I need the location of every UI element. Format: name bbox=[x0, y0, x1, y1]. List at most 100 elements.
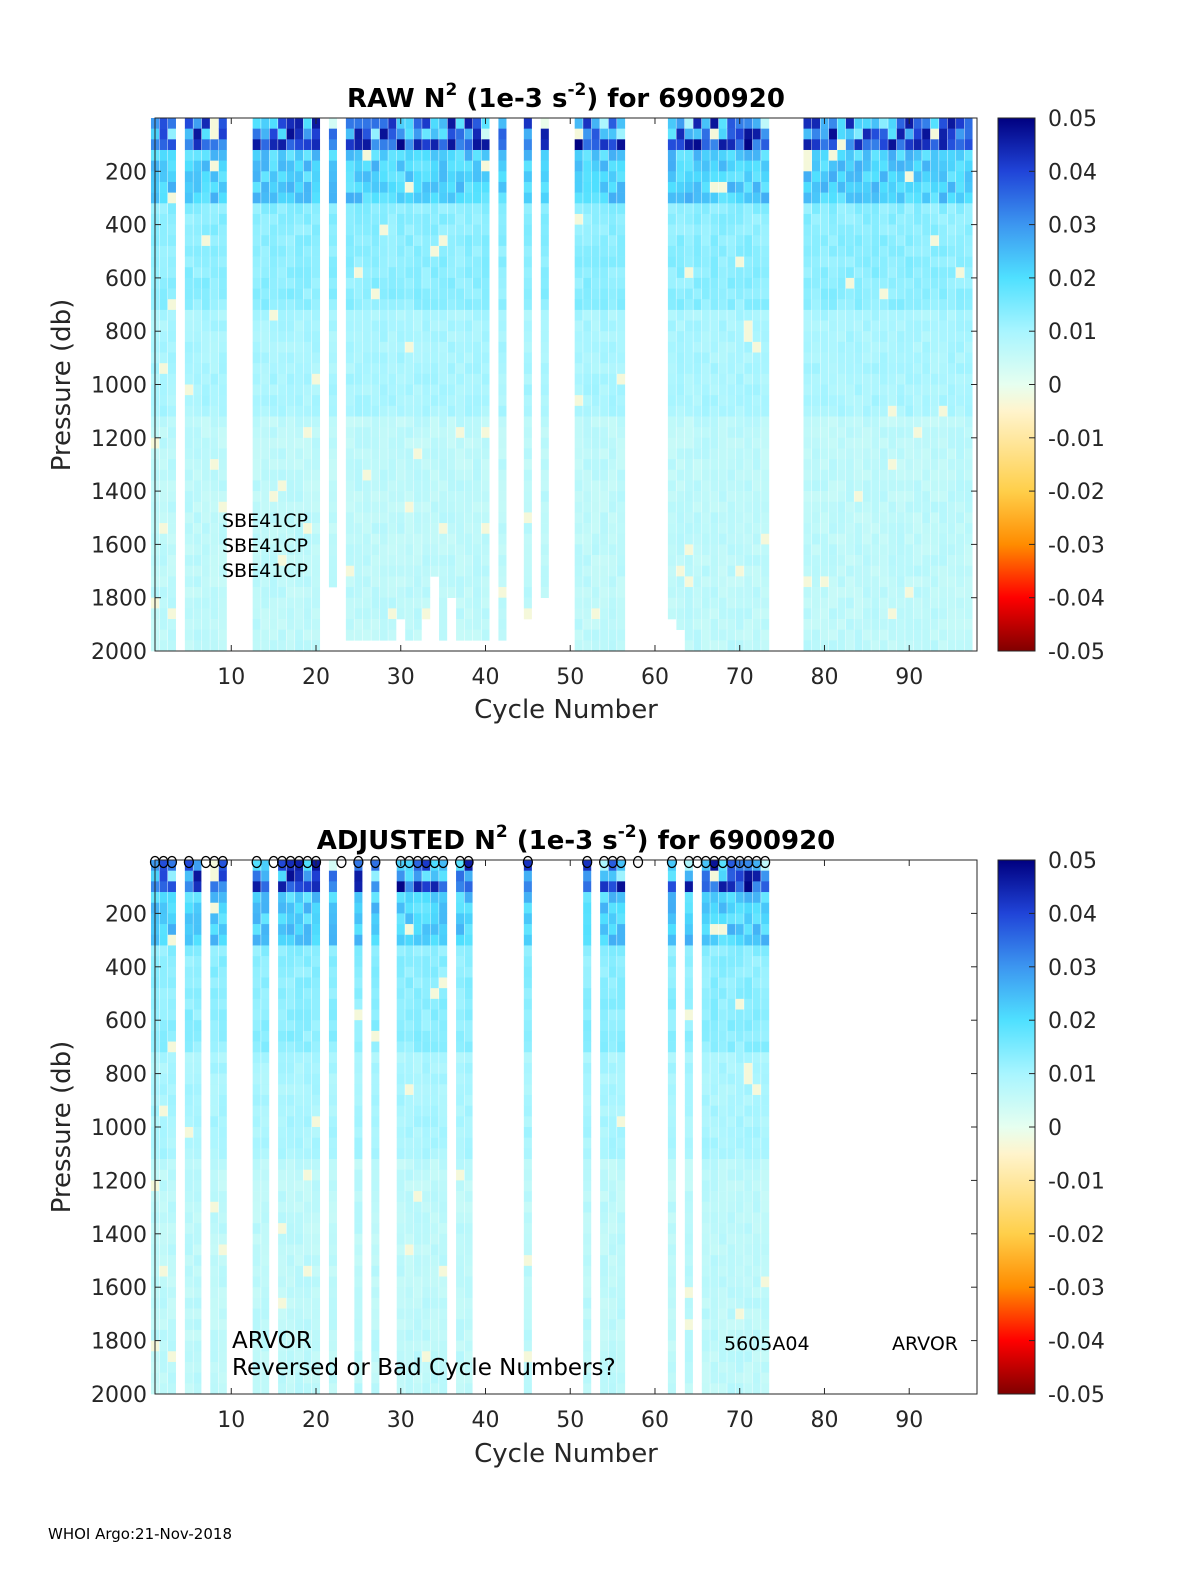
heatmap-cell bbox=[922, 267, 931, 279]
heatmap-cell bbox=[362, 213, 371, 225]
heatmap-cell bbox=[269, 416, 278, 428]
heatmap-cell bbox=[413, 576, 422, 588]
heatmap-cell bbox=[947, 341, 956, 353]
heatmap-cell bbox=[413, 118, 422, 129]
heatmap-cell bbox=[193, 1297, 202, 1309]
heatmap-cell bbox=[761, 245, 770, 257]
heatmap-cell bbox=[354, 171, 363, 183]
heatmap-cell bbox=[481, 555, 490, 567]
heatmap-cell bbox=[854, 512, 863, 524]
heatmap-cell bbox=[252, 533, 261, 545]
heatmap-cell bbox=[430, 1159, 439, 1171]
heatmap-cell bbox=[261, 1233, 270, 1245]
heatmap-cell bbox=[167, 213, 176, 225]
heatmap-cell bbox=[430, 998, 439, 1010]
heatmap-cell bbox=[422, 1062, 431, 1074]
heatmap-cell bbox=[820, 192, 829, 204]
heatmap-cell bbox=[422, 1287, 431, 1299]
heatmap-cell bbox=[752, 171, 761, 183]
heatmap-cell bbox=[871, 128, 880, 140]
heatmap-cell bbox=[286, 1191, 295, 1203]
heatmap-cell bbox=[303, 640, 312, 652]
heatmap-cell bbox=[413, 1212, 422, 1224]
heatmap-cell bbox=[693, 544, 702, 556]
heatmap-cell bbox=[167, 913, 176, 925]
heatmap-cell bbox=[303, 139, 312, 151]
heatmap-cell bbox=[583, 341, 592, 353]
heatmap-cell bbox=[362, 149, 371, 161]
heatmap-cell bbox=[540, 213, 549, 225]
heatmap-cell bbox=[184, 555, 193, 567]
heatmap-cell bbox=[600, 629, 609, 641]
heatmap-cell bbox=[752, 149, 761, 161]
heatmap-cell bbox=[930, 341, 939, 353]
heatmap-cell bbox=[761, 149, 770, 161]
heatmap-cell bbox=[422, 576, 431, 588]
heatmap-cell bbox=[295, 235, 304, 247]
heatmap-cell bbox=[693, 619, 702, 630]
heatmap-cell bbox=[371, 160, 380, 172]
heatmap-cell bbox=[159, 1372, 168, 1384]
heatmap-cell bbox=[286, 118, 295, 129]
heatmap-cell bbox=[905, 619, 914, 630]
heatmap-cell bbox=[167, 988, 176, 1000]
heatmap-cell bbox=[201, 363, 210, 375]
heatmap-cell bbox=[498, 267, 507, 279]
heatmap-cell bbox=[718, 448, 727, 460]
heatmap-cell bbox=[405, 1372, 414, 1384]
heatmap-cell bbox=[871, 149, 880, 161]
heatmap-cell bbox=[413, 1319, 422, 1331]
heatmap-cell bbox=[278, 1020, 287, 1032]
heatmap-cell bbox=[464, 288, 473, 300]
heatmap-cell bbox=[303, 597, 312, 609]
colorbar-tick-label: 0.03 bbox=[1048, 214, 1097, 239]
heatmap-cell bbox=[523, 128, 532, 140]
heatmap-cell bbox=[473, 384, 482, 396]
heatmap-cell bbox=[574, 523, 583, 535]
heatmap-cell bbox=[193, 902, 202, 914]
heatmap-cell bbox=[311, 331, 321, 343]
heatmap-cell bbox=[218, 181, 227, 193]
heatmap-cell bbox=[828, 373, 837, 385]
heatmap-cell bbox=[218, 924, 227, 936]
heatmap-cell bbox=[371, 1030, 380, 1042]
heatmap-cell bbox=[879, 341, 888, 353]
heatmap-cell bbox=[540, 235, 549, 247]
heatmap-cell bbox=[261, 587, 270, 598]
heatmap-cell bbox=[184, 1105, 193, 1117]
heatmap-cell bbox=[803, 459, 812, 471]
heatmap-cell bbox=[667, 587, 676, 598]
heatmap-cell bbox=[820, 512, 829, 524]
heatmap-cell bbox=[362, 629, 371, 641]
heatmap-cell bbox=[184, 1255, 193, 1267]
heatmap-cell bbox=[422, 1233, 431, 1245]
heatmap-cell bbox=[930, 331, 939, 343]
heatmap-cell bbox=[600, 235, 609, 247]
heatmap-cell bbox=[735, 139, 744, 151]
heatmap-cell bbox=[430, 1383, 439, 1395]
heatmap-cell bbox=[210, 913, 219, 925]
heatmap-cell bbox=[396, 149, 405, 161]
heatmap-cell bbox=[956, 128, 965, 140]
heatmap-cell bbox=[701, 640, 710, 652]
heatmap-cell bbox=[413, 1361, 422, 1373]
heatmap-cell bbox=[820, 629, 829, 641]
heatmap-cell bbox=[345, 480, 354, 492]
heatmap-cell bbox=[447, 267, 456, 279]
heatmap-cell bbox=[600, 149, 609, 161]
heatmap-cell bbox=[930, 224, 939, 236]
heatmap-cell bbox=[871, 235, 880, 247]
heatmap-cell bbox=[193, 1073, 202, 1085]
raw-title: RAW N2 (1e-3 s-2) for 6900920 bbox=[347, 80, 785, 114]
heatmap-cell bbox=[591, 565, 600, 577]
heatmap-cell bbox=[862, 629, 871, 641]
heatmap-cell bbox=[456, 373, 465, 385]
heatmap-cell bbox=[828, 565, 837, 577]
heatmap-cell bbox=[396, 1116, 405, 1128]
heatmap-cell bbox=[396, 1009, 405, 1021]
heatmap-cell bbox=[261, 988, 270, 1000]
heatmap-cell bbox=[354, 491, 363, 503]
heatmap-cell bbox=[667, 128, 676, 140]
heatmap-cell bbox=[701, 277, 710, 289]
heatmap-cell bbox=[481, 331, 490, 343]
